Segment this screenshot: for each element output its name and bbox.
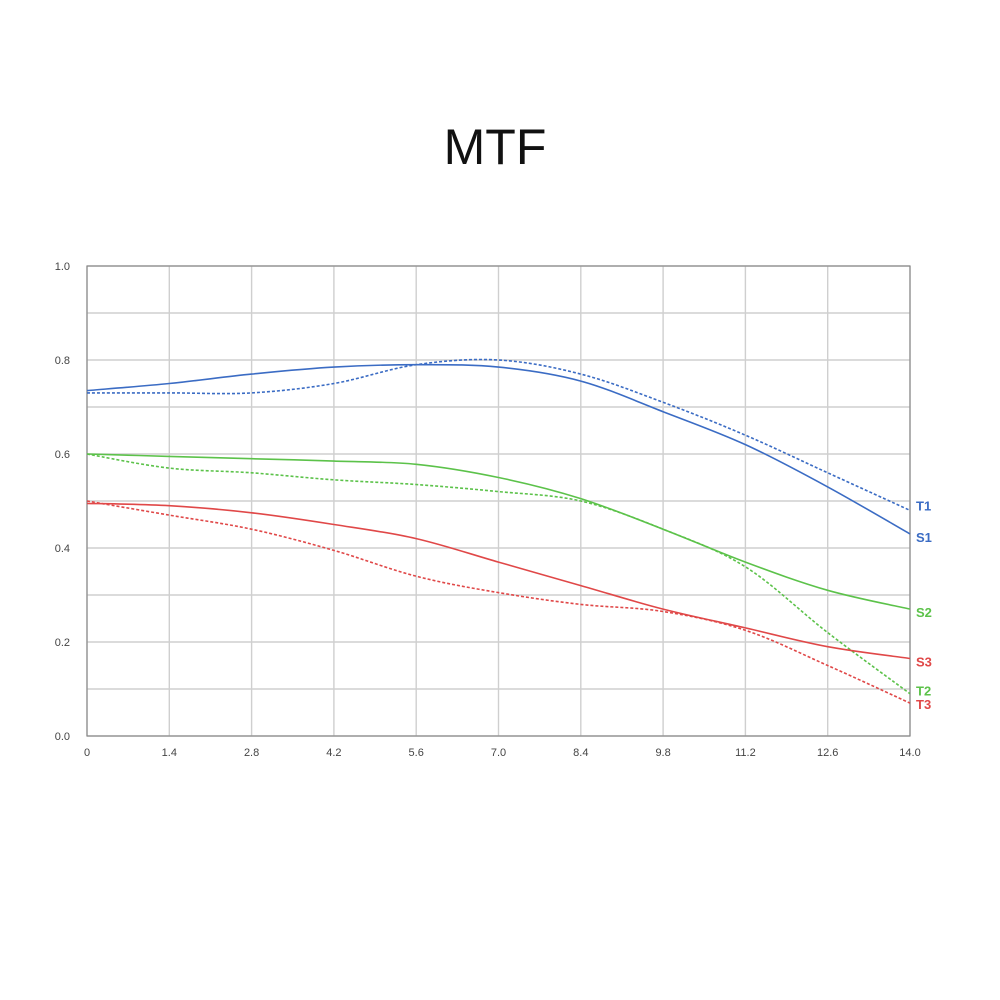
series-label-s1: S1 — [916, 530, 932, 545]
series-label-t2: T2 — [916, 684, 931, 699]
x-tick-label: 9.8 — [655, 747, 670, 759]
series-label-s3: S3 — [916, 654, 932, 669]
series-label-s2: S2 — [916, 605, 932, 620]
series-line-t1 — [86, 358, 911, 512]
series-label-t1: T1 — [916, 498, 931, 513]
series-lines — [86, 358, 911, 704]
y-tick-label: 0.8 — [55, 355, 70, 367]
x-tick-label: 14.0 — [899, 747, 920, 759]
y-tick-label: 0.2 — [55, 637, 70, 649]
series-line-s3 — [86, 502, 911, 660]
x-tick-label: 2.8 — [244, 747, 259, 759]
x-tick-label: 7.0 — [491, 747, 506, 759]
series-line-t3 — [86, 500, 911, 704]
series-line-s1 — [86, 363, 911, 535]
x-tick-label: 4.2 — [326, 747, 341, 759]
series-labels: T1 S1 T2 S2 T3 S3 — [916, 498, 932, 712]
x-tick-label: 5.6 — [409, 747, 424, 759]
x-tick-label: 8.4 — [573, 747, 588, 759]
y-tick-label: 1.0 — [55, 261, 70, 273]
x-tick-label: 0 — [84, 747, 90, 759]
series-label-t3: T3 — [916, 697, 931, 712]
y-tick-label: 0.0 — [55, 731, 70, 743]
x-tick-label: 11.2 — [735, 747, 756, 759]
y-tick-label: 0.6 — [55, 449, 70, 461]
chart-title: MTF — [443, 119, 547, 175]
grid — [86, 265, 911, 737]
series-line-s2 — [86, 453, 911, 610]
x-tick-label: 12.6 — [817, 747, 838, 759]
tick-labels: 0 1.4 2.8 4.2 5.6 7.0 8.4 9.8 11.2 12.6 14.0 0.0 0.2… — [55, 261, 921, 759]
series-line-t2 — [86, 453, 911, 695]
x-tick-label: 1.4 — [162, 747, 177, 759]
y-tick-label: 0.4 — [55, 543, 70, 555]
